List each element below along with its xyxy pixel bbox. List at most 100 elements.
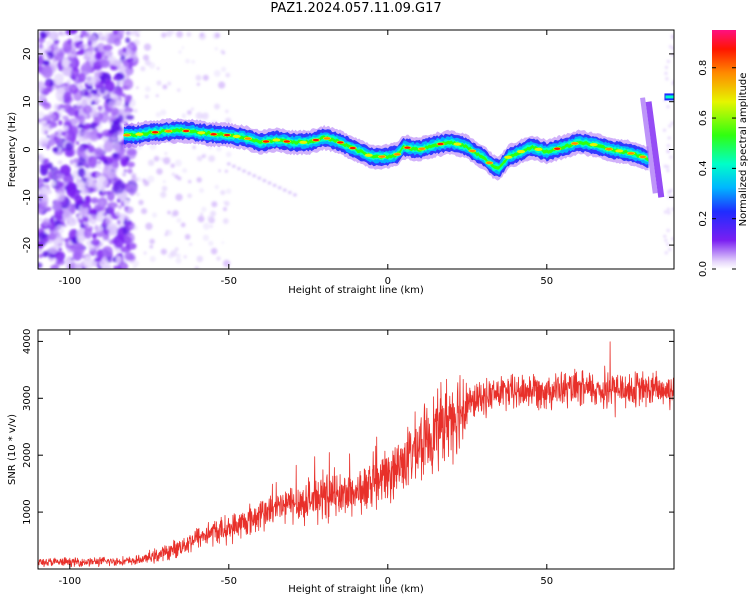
noise-speckle (94, 204, 101, 209)
noise-speckle (89, 122, 96, 130)
noise-speckle (69, 159, 74, 165)
noise-speckle (60, 143, 64, 146)
ridge-hotspot (262, 140, 270, 143)
colorbar-label: Normalized spectral amplitude (738, 73, 749, 227)
noise-speckle (214, 47, 218, 51)
noise-speckle (136, 176, 142, 182)
noise-speckle (70, 258, 74, 261)
noise-speckle (112, 60, 122, 68)
y-tick-label: 1000 (22, 499, 33, 524)
noise-speckle (171, 172, 176, 177)
noise-speckle (82, 256, 94, 269)
noise-speckle (232, 164, 236, 168)
noise-speckle (204, 112, 209, 118)
noise-speckle (225, 151, 232, 158)
noise-speckle (103, 140, 114, 153)
snr-series-line (38, 341, 674, 568)
noise-speckle (42, 201, 49, 206)
noise-speckle (149, 244, 154, 249)
noise-speckle (136, 144, 143, 151)
noise-speckle (78, 114, 86, 124)
noise-speckle (671, 35, 674, 40)
noise-speckle (666, 149, 670, 153)
ridge-hotspot (349, 146, 356, 150)
noise-speckle (82, 61, 92, 75)
noise-speckle (156, 80, 162, 86)
noise-speckle (56, 224, 64, 235)
noise-speckle (149, 142, 157, 150)
noise-speckle (227, 162, 231, 166)
noise-speckle (43, 194, 47, 197)
chart-title: PAZ1.2024.057.11.09.G17 (270, 1, 442, 16)
noise-speckle (108, 128, 116, 135)
x-tick-label: -100 (58, 276, 81, 287)
noise-speckle (74, 195, 84, 205)
noise-speckle (65, 30, 73, 35)
noise-speckle (89, 209, 97, 216)
noise-speckle (199, 188, 205, 193)
noise-speckle (97, 161, 102, 164)
noise-speckle (213, 103, 220, 110)
noise-speckle (100, 80, 104, 85)
noise-speckle (94, 147, 104, 159)
noise-speckle (98, 190, 103, 194)
noise-speckle (665, 77, 669, 81)
noise-speckle (161, 32, 167, 38)
noise-speckle (196, 255, 204, 263)
noise-speckle (52, 147, 59, 153)
noise-speckle (38, 118, 41, 123)
noise-speckle (87, 97, 93, 103)
noise-speckle (91, 232, 97, 239)
noise-speckle (115, 222, 119, 225)
noise-speckle (145, 222, 153, 231)
noise-speckle (147, 159, 155, 167)
ridge-hotspot (244, 137, 252, 140)
noise-speckle (42, 102, 52, 110)
noise-speckle (38, 217, 43, 222)
noise-speckle (160, 109, 167, 116)
noise-speckle (668, 45, 673, 49)
noise-speckle (117, 111, 123, 115)
noise-speckle (174, 174, 179, 179)
noise-speckle (668, 247, 672, 251)
noise-speckle (87, 45, 94, 52)
noise-speckle (670, 237, 674, 241)
noise-speckle (170, 250, 177, 257)
noise-speckle (103, 31, 110, 40)
noise-speckle (288, 191, 292, 195)
noise-speckle (76, 79, 83, 84)
noise-speckle (115, 255, 122, 264)
noise-speckle (60, 32, 66, 37)
ridge-hotspot (312, 138, 320, 142)
noise-speckle (87, 40, 93, 48)
y-tick-label: -10 (22, 189, 33, 205)
noise-speckle (38, 177, 44, 190)
noise-speckle (103, 159, 109, 164)
noise-speckle (48, 113, 57, 120)
ridge-band (123, 126, 649, 173)
noise-speckle (666, 105, 670, 109)
noise-speckle (202, 222, 210, 230)
noise-speckle (38, 208, 44, 215)
noise-speckle (48, 31, 59, 40)
noise-speckle (112, 30, 119, 35)
noise-speckle (102, 232, 110, 241)
y-tick-label: 0 (22, 146, 33, 152)
noise-speckle (71, 67, 80, 78)
noise-speckle (88, 155, 98, 168)
noise-speckle (62, 210, 73, 221)
ridge-late-segment (640, 97, 658, 194)
noise-speckle (110, 65, 118, 71)
noise-speckle (38, 242, 44, 250)
ridge-hotspot (135, 132, 144, 136)
noise-speckle (93, 94, 100, 102)
ridge-hotspot (504, 155, 513, 159)
noise-speckle (143, 43, 152, 51)
noise-speckle (77, 130, 86, 142)
colorbar-tick-label: 0.4 (698, 160, 709, 176)
noise-speckle (40, 128, 47, 135)
colorbar-gradient (712, 30, 736, 269)
noise-speckle (167, 81, 172, 86)
